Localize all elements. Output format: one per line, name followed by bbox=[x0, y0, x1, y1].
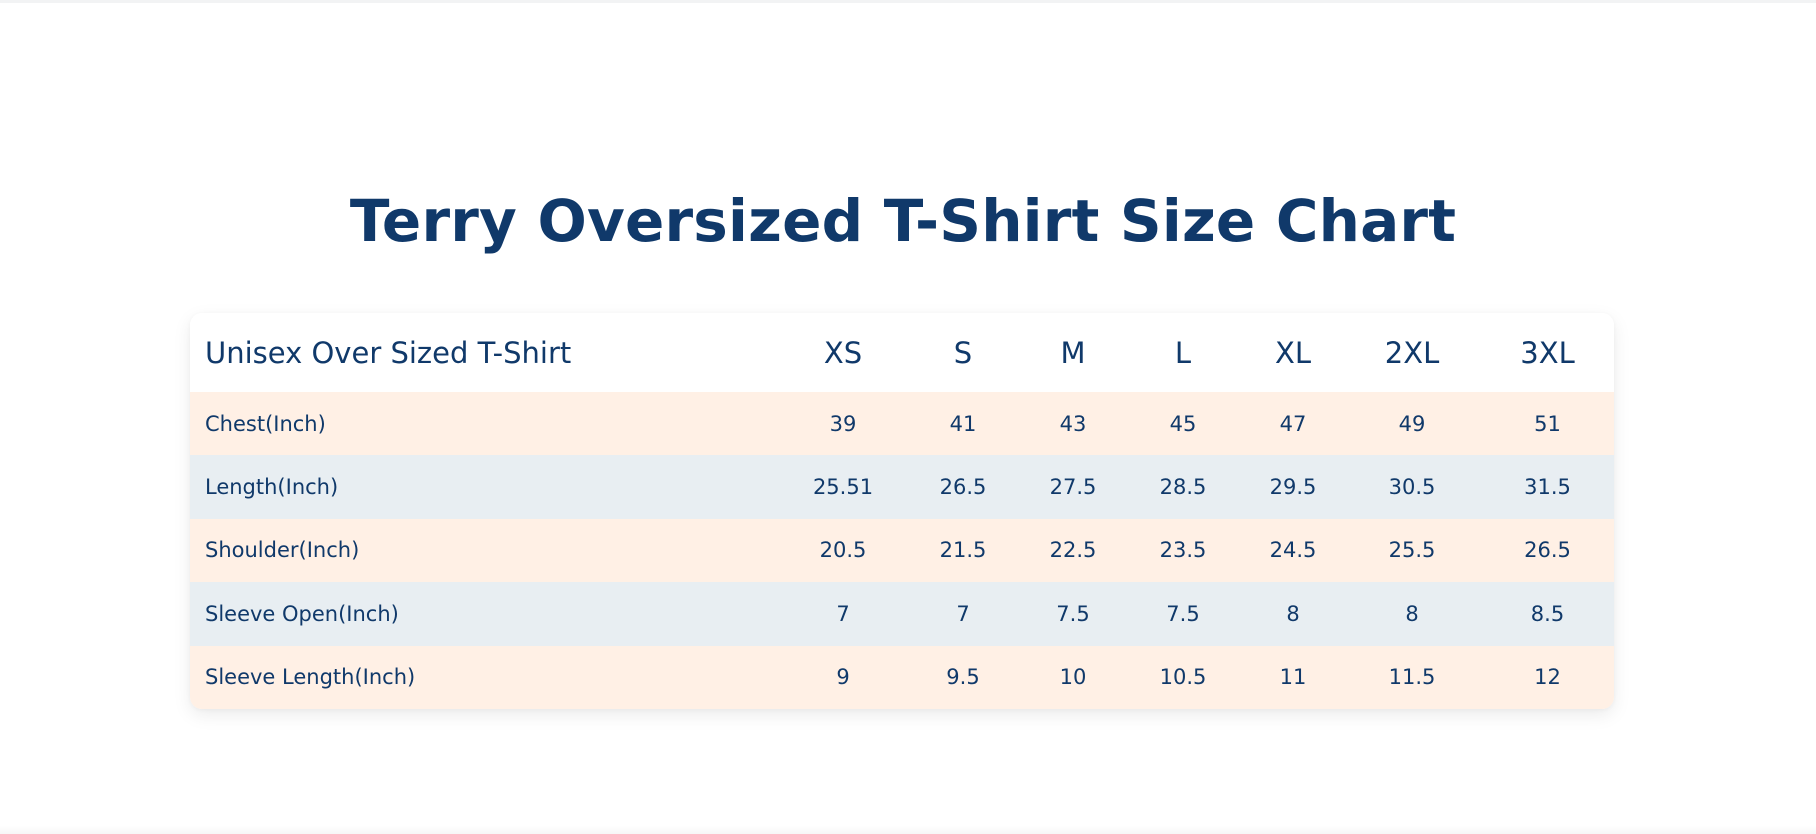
table-cell: 9.5 bbox=[946, 665, 980, 690]
table-cell: 7.5 bbox=[1166, 601, 1200, 626]
size-header: 2XL bbox=[1384, 335, 1440, 370]
table-row: Length(Inch) 25.51 26.5 27.5 28.5 29.5 3… bbox=[190, 455, 1614, 519]
size-header: XS bbox=[823, 335, 863, 370]
table-cell: 28.5 bbox=[1159, 475, 1207, 500]
table-cell: 8 bbox=[1286, 601, 1300, 626]
table-cell: 25.5 bbox=[1388, 538, 1436, 563]
table-cell: 22.5 bbox=[1049, 538, 1097, 563]
table-cell: 31.5 bbox=[1524, 475, 1571, 500]
size-header: S bbox=[953, 335, 973, 370]
table-cell: 11 bbox=[1279, 665, 1307, 690]
table-row: Chest(Inch) 39 41 43 45 47 49 51 bbox=[190, 392, 1614, 456]
table-cell: 25.51 bbox=[812, 475, 874, 500]
page-title: Terry Oversized T-Shirt Size Chart bbox=[349, 187, 1457, 255]
table-cell: 24.5 bbox=[1269, 538, 1317, 563]
table-cell: 7.5 bbox=[1056, 601, 1090, 626]
table-row: Sleeve Length(Inch) 9 9.5 10 10.5 11 11.… bbox=[190, 645, 1614, 709]
table-cell: 8.5 bbox=[1530, 601, 1565, 626]
table-cell: 41 bbox=[949, 411, 977, 436]
table-cell: 26.5 bbox=[1524, 538, 1571, 563]
size-header: M bbox=[1060, 335, 1086, 370]
top-edge-divider bbox=[0, 0, 1816, 3]
size-header: XL bbox=[1274, 335, 1312, 370]
measurement-label: Sleeve Length(Inch) bbox=[205, 665, 416, 690]
table-row: Sleeve Open(Inch) 7 7 7.5 7.5 8 8 8.5 bbox=[190, 582, 1614, 646]
table-cell: 10 bbox=[1059, 665, 1087, 690]
table-cell: 27.5 bbox=[1049, 475, 1097, 500]
table-cell: 20.5 bbox=[819, 538, 867, 563]
table-cell: 23.5 bbox=[1159, 538, 1207, 563]
table-cell: 7 bbox=[956, 601, 970, 626]
table-cell: 30.5 bbox=[1388, 475, 1436, 500]
size-chart-table: Unisex Over Sized T-Shirt XS S M L XL 2X… bbox=[190, 313, 1614, 709]
table-header-row: Unisex Over Sized T-Shirt XS S M L XL 2X… bbox=[190, 313, 1614, 392]
table-cell: 26.5 bbox=[939, 475, 987, 500]
table-cell: 45 bbox=[1169, 411, 1197, 436]
table-cell: 43 bbox=[1059, 411, 1087, 436]
table-cell: 21.5 bbox=[939, 538, 987, 563]
table-cell: 49 bbox=[1398, 411, 1426, 436]
measurement-label: Chest(Inch) bbox=[205, 411, 326, 436]
measurement-label: Shoulder(Inch) bbox=[205, 538, 360, 563]
table-cell: 12 bbox=[1534, 665, 1561, 690]
size-header: L bbox=[1174, 335, 1192, 370]
table-cell: 47 bbox=[1279, 411, 1307, 436]
table-cell: 29.5 bbox=[1269, 475, 1317, 500]
table-cell: 7 bbox=[836, 601, 850, 626]
table-cell: 8 bbox=[1405, 601, 1419, 626]
table-cell: 10.5 bbox=[1159, 665, 1207, 690]
size-header: 3XL bbox=[1520, 335, 1575, 370]
size-chart-card: Unisex Over Sized T-Shirt XS S M L XL 2X… bbox=[190, 313, 1614, 709]
measurement-label: Length(Inch) bbox=[205, 475, 339, 500]
bottom-edge-divider bbox=[0, 826, 1816, 834]
table-corner-header: Unisex Over Sized T-Shirt bbox=[205, 335, 572, 370]
table-cell: 11.5 bbox=[1388, 665, 1436, 690]
measurement-label: Sleeve Open(Inch) bbox=[205, 601, 399, 626]
table-cell: 39 bbox=[829, 411, 857, 436]
table-row: Shoulder(Inch) 20.5 21.5 22.5 23.5 24.5 … bbox=[190, 518, 1614, 583]
table-cell: 9 bbox=[836, 665, 850, 690]
table-cell: 51 bbox=[1534, 411, 1561, 436]
